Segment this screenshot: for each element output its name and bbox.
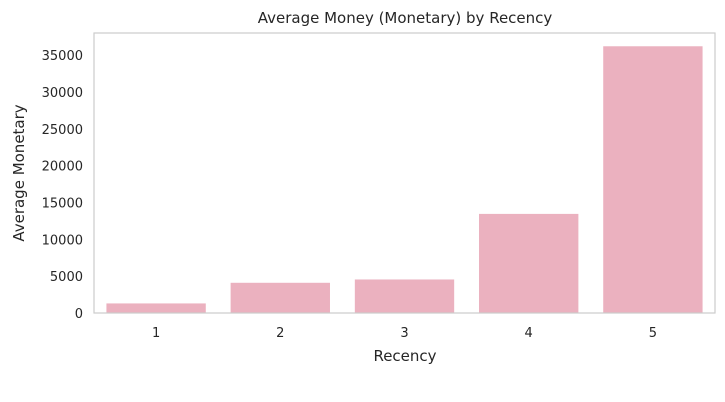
bar-3 (354, 279, 455, 313)
y-tick-label: 5000 (50, 270, 83, 285)
y-tick-label: 10000 (42, 233, 83, 248)
bar-2 (230, 282, 330, 313)
x-tick-label: 4 (525, 326, 533, 341)
x-tick-label: 5 (649, 326, 657, 341)
y-tick-label: 0 (75, 307, 83, 322)
x-ticks-group: 1 2 3 4 5 (152, 326, 657, 341)
chart-title: Average Money (Monetary) by Recency (258, 9, 553, 27)
y-tick-label: 20000 (42, 160, 83, 175)
bars-group (106, 46, 703, 314)
bar-1 (106, 303, 206, 313)
plot-frame (93, 32, 716, 314)
y-tick-label: 30000 (42, 86, 83, 101)
y-tick-label: 15000 (42, 196, 83, 211)
x-tick-label: 1 (152, 326, 160, 341)
y-axis-label: Average Monetary (10, 104, 28, 241)
bar-5 (603, 46, 703, 314)
y-tick-label: 35000 (42, 49, 83, 64)
x-tick-label: 3 (400, 326, 408, 341)
y-tick-label: 25000 (42, 123, 83, 138)
x-tick-label: 2 (276, 326, 284, 341)
y-ticks-group: 0 5000 10000 15000 20000 25000 30000 35000 (42, 49, 83, 322)
bar-4 (479, 213, 579, 313)
x-axis-label: Recency (373, 347, 436, 365)
